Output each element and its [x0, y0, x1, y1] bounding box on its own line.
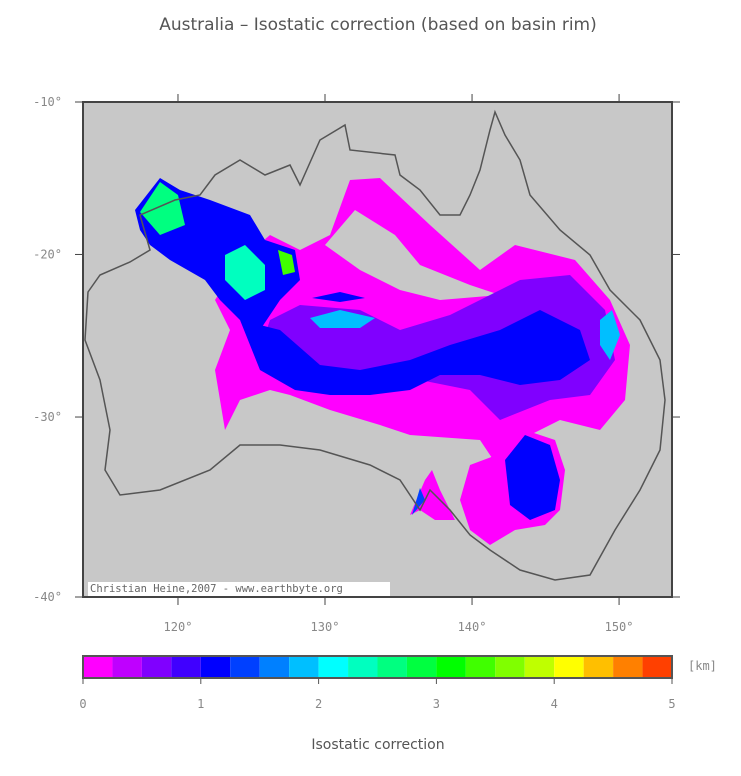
region-deep	[240, 310, 590, 395]
colorbar-tick-label: 5	[668, 697, 675, 711]
colorbar-frame	[82, 655, 673, 679]
colorbar-label: Isostatic correction	[311, 737, 444, 753]
region-mid	[310, 310, 375, 328]
colorbar-tick-label: 4	[551, 697, 558, 711]
region-mid	[600, 310, 620, 360]
region-high	[278, 250, 295, 275]
colorbar-tick-label: 0	[79, 697, 86, 711]
y-tick-label: -40°	[33, 590, 62, 604]
region-high	[140, 182, 185, 235]
y-tick-label: -20°	[33, 247, 62, 261]
map-title: Australia – Isostatic correction (based …	[159, 15, 596, 35]
y-tick-label: -10°	[33, 95, 62, 109]
colorbar-bin	[230, 656, 260, 678]
colorbar-tick-label: 3	[433, 697, 440, 711]
region-southeast-deep	[505, 435, 560, 520]
colorbar-bin	[436, 656, 466, 678]
colorbar-bin	[259, 656, 290, 678]
y-tick-label: -30°	[33, 410, 62, 424]
colorbar-bin	[200, 656, 231, 678]
colorbar-bin	[112, 656, 142, 678]
colorbar-tick-label: 1	[197, 697, 204, 711]
colorbar-bin	[495, 656, 525, 678]
x-tick-label: 150°	[605, 620, 634, 634]
coastline	[84, 109, 666, 581]
colorbar-bin	[554, 656, 584, 678]
colorbar-bin	[171, 656, 201, 678]
colorbar-bin	[465, 656, 496, 678]
colorbar-bin	[583, 656, 614, 678]
colorbar-unit: [km]	[688, 659, 717, 673]
credit-box	[88, 582, 390, 596]
region-high	[225, 245, 265, 300]
map-frame	[82, 101, 673, 598]
colorbar-bin	[377, 656, 407, 678]
credit: Christian Heine,2007 - www.earthbyte.org	[90, 583, 343, 595]
data-overlay	[135, 178, 630, 545]
colorbar-bin	[524, 656, 555, 678]
colorbar-bin	[348, 656, 378, 678]
x-tick-label: 140°	[458, 620, 487, 634]
colorbar-bin	[613, 656, 643, 678]
x-tick-label: 130°	[311, 620, 340, 634]
colorbar-bin	[289, 656, 319, 678]
colorbar-bin	[318, 656, 349, 678]
colorbar-bin	[83, 656, 113, 678]
colorbar-bin	[406, 656, 437, 678]
x-tick-label: 120°	[164, 620, 193, 634]
gap	[325, 210, 500, 300]
colorbar-bin	[642, 656, 672, 678]
colorbar-tick-label: 2	[315, 697, 322, 711]
colorbar-bin	[141, 656, 172, 678]
region-deep	[312, 292, 365, 302]
region-south	[412, 488, 425, 515]
